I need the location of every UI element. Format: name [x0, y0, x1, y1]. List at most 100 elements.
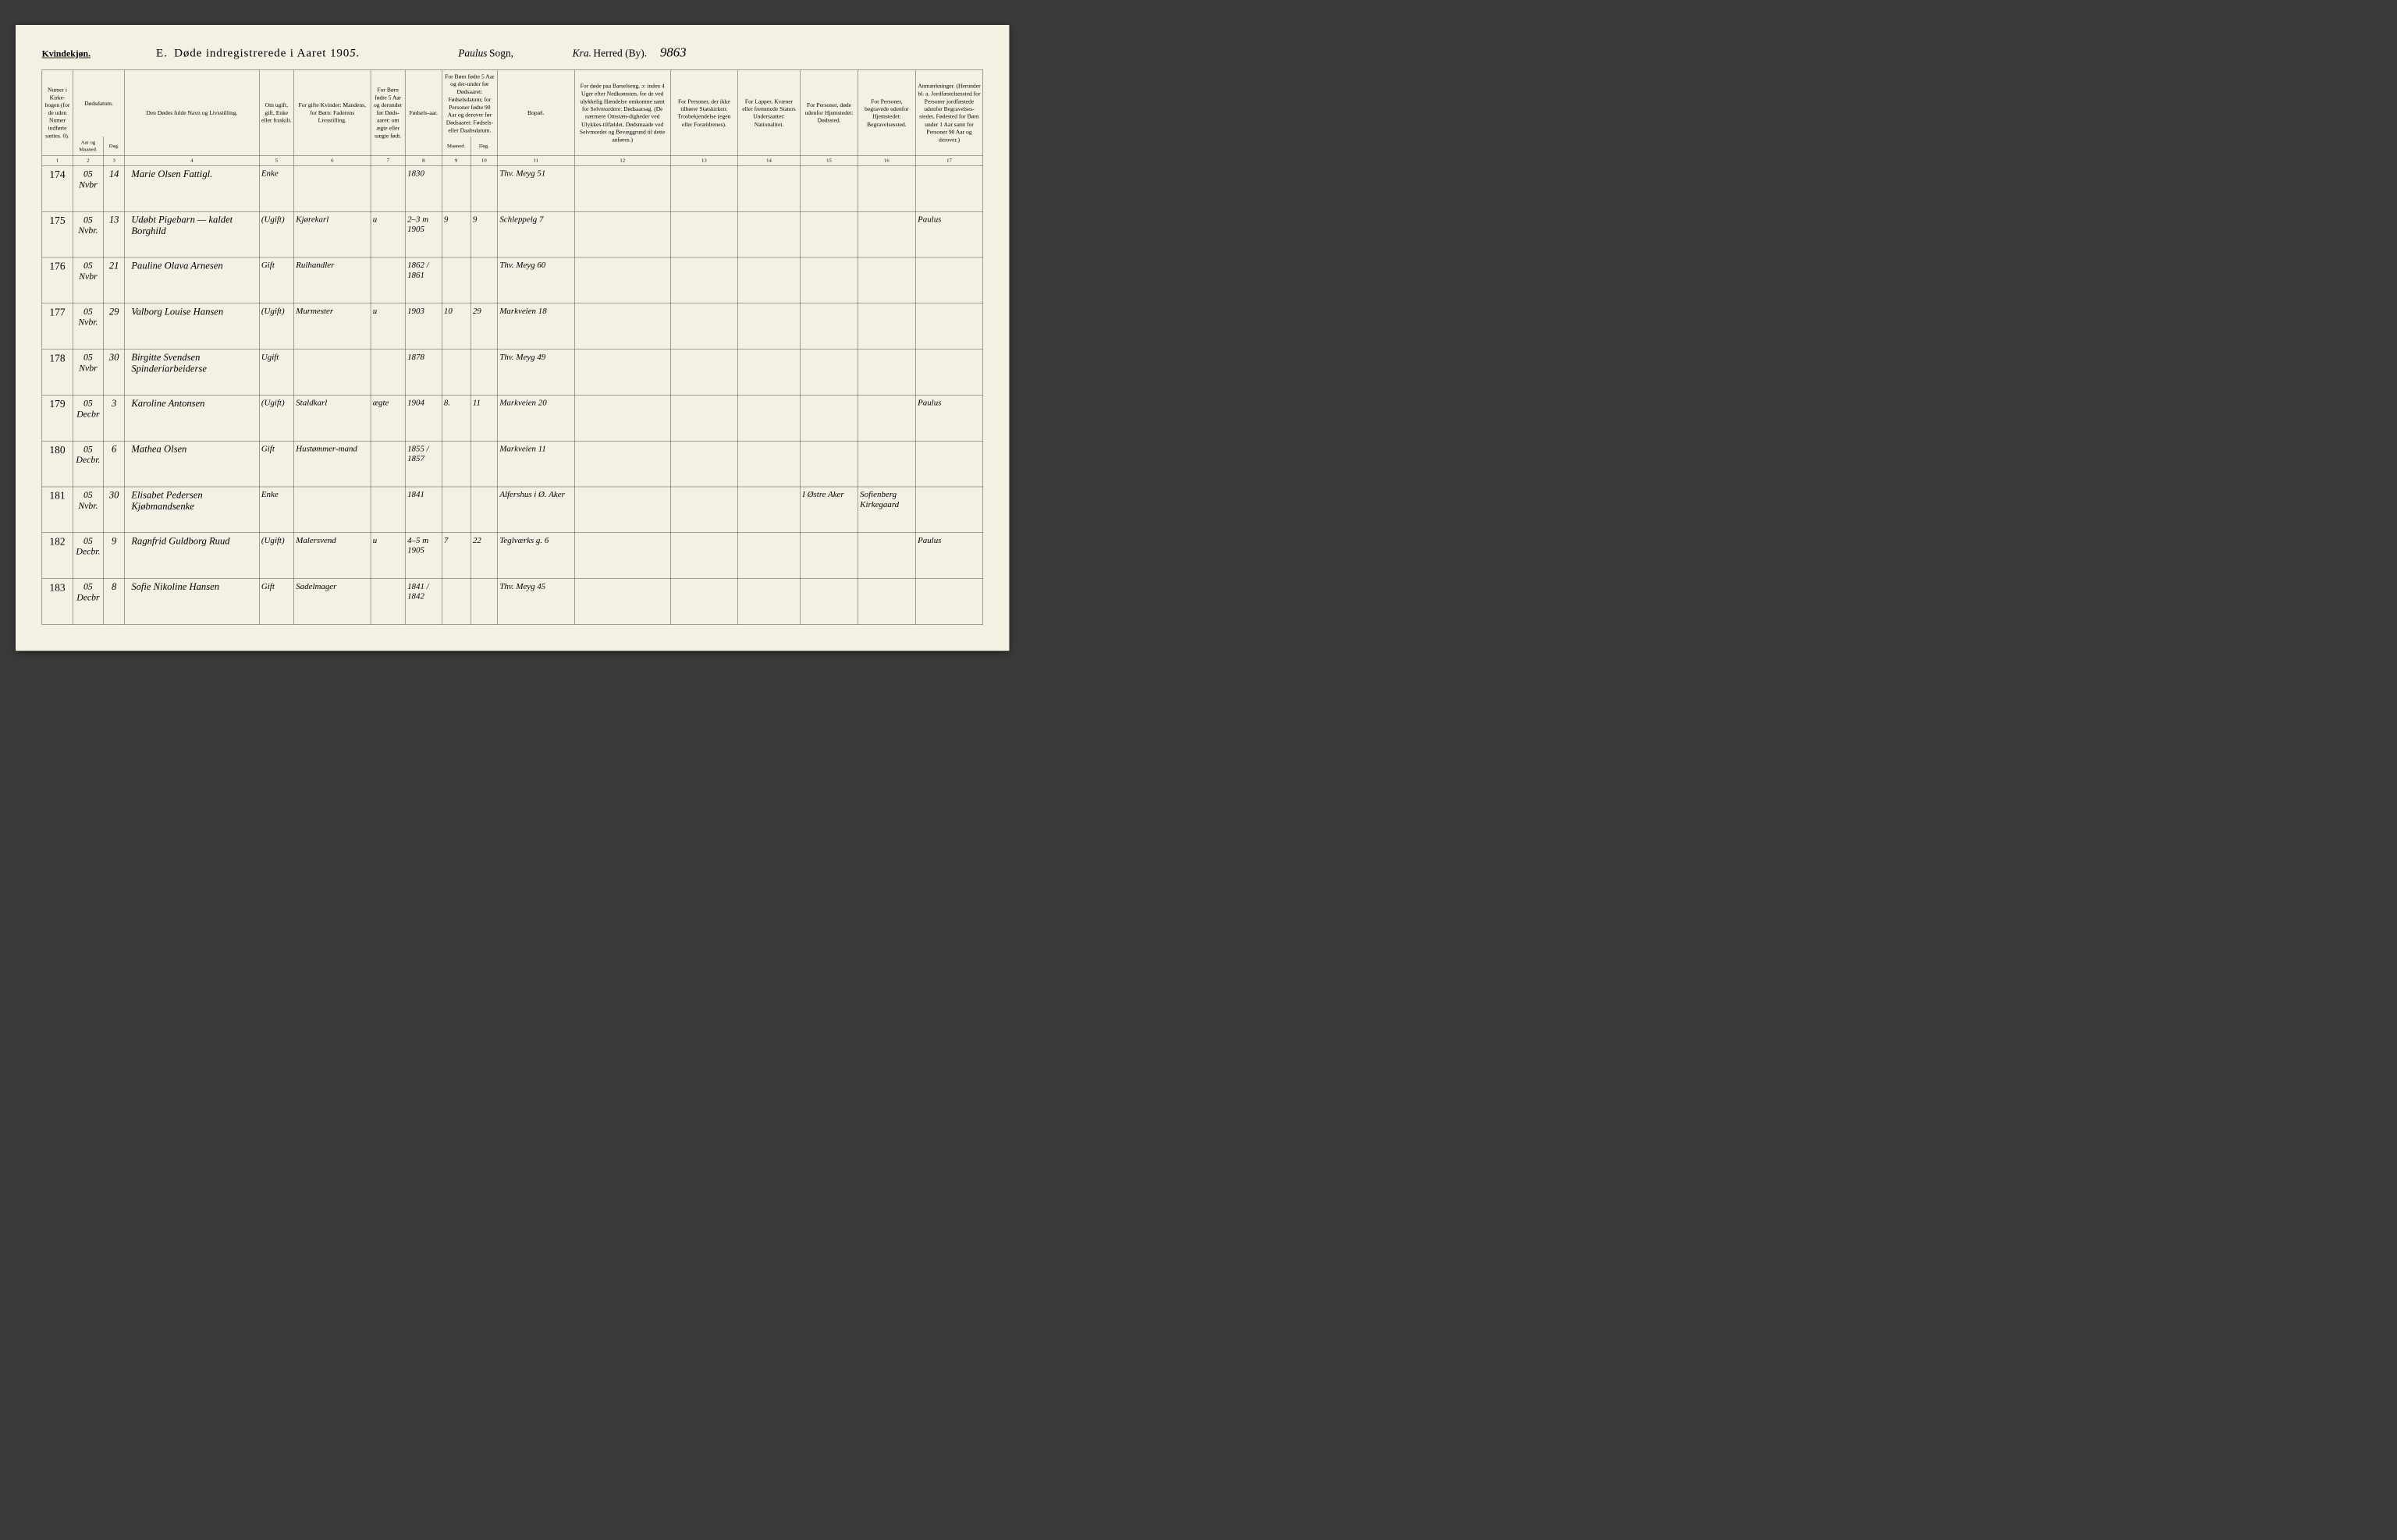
col-number: 3	[104, 156, 125, 166]
cell	[737, 533, 800, 579]
title-text: Døde indregistrerede i Aaret 190	[174, 46, 350, 60]
col-number: 13	[670, 156, 737, 166]
cell	[371, 487, 405, 533]
cell: 29	[104, 303, 125, 350]
cell: ægte	[371, 395, 405, 441]
col-11-head: Bopæl.	[498, 70, 575, 156]
cell: Thv. Meyg 45	[498, 579, 575, 625]
col-2a-head: Aar og Maaned.	[73, 137, 103, 156]
cell: 21	[104, 257, 125, 303]
col-13-head: For Personer, der ikke tilhører Statskir…	[670, 70, 737, 156]
table-row: 17605 Nvbr21Pauline Olava ArnesenGiftRul…	[42, 257, 983, 303]
col-number: 14	[737, 156, 800, 166]
cell: 9	[442, 211, 471, 257]
cell: 4–5 m 1905	[405, 533, 442, 579]
cell	[670, 165, 737, 211]
cell	[574, 487, 670, 533]
cell	[858, 395, 915, 441]
cell: 179	[42, 395, 73, 441]
cell	[737, 487, 800, 533]
cell: Birgitte Svendsen Spinderiarbeiderse	[125, 350, 259, 396]
cell: Paulus	[915, 395, 982, 441]
col-number: 2	[73, 156, 103, 166]
col-number: 8	[405, 156, 442, 166]
col-2-head: Dødsdatum.	[73, 70, 124, 137]
sogn-print: Sogn,	[489, 48, 513, 60]
cell: 180	[42, 441, 73, 487]
cell: Udøbt Pigebarn — kaldet Borghild	[125, 211, 259, 257]
cell: 05 Nvbr	[73, 350, 103, 396]
cell: Paulus	[915, 533, 982, 579]
cell: Hustømmer-mand	[293, 441, 371, 487]
cell	[670, 350, 737, 396]
table-row: 17905 Decbr3Karoline Antonsen(Ugift)Stal…	[42, 395, 983, 441]
col-2b-head: Dag.	[104, 137, 125, 156]
cell	[915, 487, 982, 533]
table-row: 18105 Nvbr.30Elisabet Pedersen Kjøbmands…	[42, 487, 983, 533]
table-row: 17805 Nvbr30Birgitte Svendsen Spinderiar…	[42, 350, 983, 396]
section-letter: E.	[156, 46, 168, 60]
cell: 2–3 m 1905	[405, 211, 442, 257]
cell: u	[371, 303, 405, 350]
cell: 175	[42, 211, 73, 257]
cell: 183	[42, 579, 73, 625]
col-17-head: Anmærkninger. (Herunder bl. a. Jordfæste…	[915, 70, 982, 156]
cell: Teglværks g. 6	[498, 533, 575, 579]
cell	[574, 579, 670, 625]
cell: 176	[42, 257, 73, 303]
cell: (Ugift)	[259, 303, 293, 350]
cell: Murmester	[293, 303, 371, 350]
cell: Enke	[259, 487, 293, 533]
cell: Staldkarl	[293, 395, 371, 441]
cell	[858, 533, 915, 579]
cell	[858, 211, 915, 257]
table-row: 17705 Nvbr.29Valborg Louise Hansen(Ugift…	[42, 303, 983, 350]
col-number: 15	[801, 156, 858, 166]
cell	[670, 303, 737, 350]
col-number: 16	[858, 156, 915, 166]
cell: Enke	[259, 165, 293, 211]
cell: 14	[104, 165, 125, 211]
col-7-head: For Børn fødte 5 Aar og derunder før Død…	[371, 70, 405, 156]
cell	[801, 441, 858, 487]
col-number: 5	[259, 156, 293, 166]
cell: Alfershus i Ø. Aker	[498, 487, 575, 533]
cell: 181	[42, 487, 73, 533]
page-number: 9863	[660, 44, 687, 60]
column-number-row: 1234567891011121314151617	[42, 156, 983, 166]
cell	[858, 350, 915, 396]
table-row: 17505 Nvbr.13Udøbt Pigebarn — kaldet Bor…	[42, 211, 983, 257]
cell: Markveien 18	[498, 303, 575, 350]
cell	[670, 211, 737, 257]
cell	[371, 165, 405, 211]
col-15-head: For Personer, døde udenfor Hjemstedet: D…	[801, 70, 858, 156]
cell	[574, 533, 670, 579]
cell: 9	[104, 533, 125, 579]
col-1-head: Numer i Kirke-bogen (for de uden Numer i…	[42, 70, 73, 156]
cell: 05 Nvbr.	[73, 211, 103, 257]
cell: Gift	[259, 579, 293, 625]
cell	[471, 257, 497, 303]
cell: 05 Nvbr.	[73, 303, 103, 350]
col-number: 6	[293, 156, 371, 166]
cell	[574, 303, 670, 350]
year-suffix: 5.	[350, 46, 360, 60]
cell	[915, 350, 982, 396]
cell: 10	[442, 303, 471, 350]
cell: (Ugift)	[259, 395, 293, 441]
cell	[915, 257, 982, 303]
table-row: 17405 Nvbr14Marie Olsen Fattigl.Enke1830…	[42, 165, 983, 211]
cell	[293, 165, 371, 211]
cell	[737, 395, 800, 441]
cell: 1862 / 1861	[405, 257, 442, 303]
cell	[801, 211, 858, 257]
cell: 05 Nvbr.	[73, 487, 103, 533]
cell: Sadelmager	[293, 579, 371, 625]
cell	[915, 165, 982, 211]
cell	[801, 533, 858, 579]
cell: Karoline Antonsen	[125, 395, 259, 441]
cell	[801, 303, 858, 350]
cell: Mathea Olsen	[125, 441, 259, 487]
cell: 182	[42, 533, 73, 579]
cell: u	[371, 211, 405, 257]
